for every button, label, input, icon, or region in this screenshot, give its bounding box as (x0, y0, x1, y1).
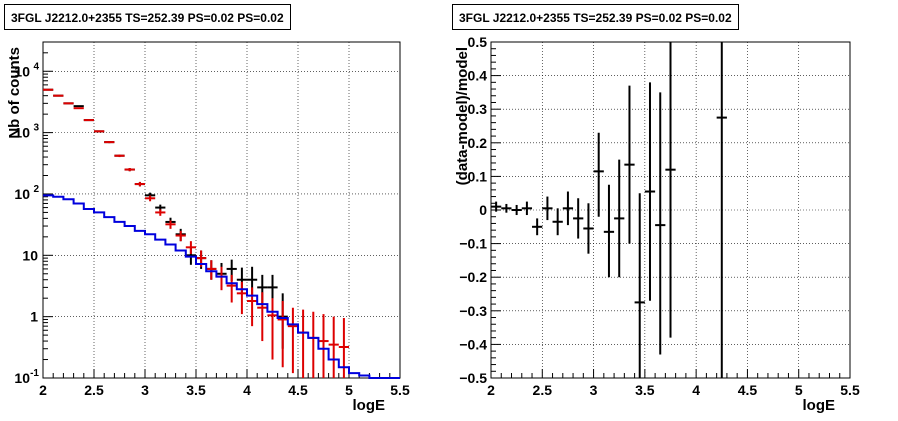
y-tick-label: 10 (14, 125, 30, 141)
y-tick-label: 10 (22, 247, 38, 263)
x-tick-label: 5 (795, 382, 803, 398)
y-tick-label: 10 (14, 186, 30, 202)
x-tick-label: 5 (345, 382, 353, 398)
y-tick-exponent: 4 (33, 61, 39, 72)
y-tick-label: −0.2 (459, 269, 487, 285)
x-tick-label: 5.5 (840, 382, 860, 398)
x-tick-label: 2 (487, 382, 495, 398)
series-2 (43, 194, 400, 379)
x-tick-label: 3.5 (186, 382, 206, 398)
y-tick-label: 0.2 (468, 135, 488, 151)
y-tick-label: −0.3 (459, 303, 487, 319)
y-tick-label: 1 (30, 309, 38, 325)
y-tick-label: −0.4 (459, 336, 487, 352)
x-axis-label: logE (803, 397, 836, 414)
panel-1: 2 2.5 3 3.5 4 4.5 5 5.5 −0.5 −0.4 −0.3 −0.2 −0.1 0 0.1… (454, 34, 860, 414)
x-tick-label: 4.5 (288, 382, 308, 398)
x-tick-label: 4 (243, 382, 251, 398)
y-axis-label: Nb of counts (6, 47, 23, 139)
series-1 (43, 88, 349, 378)
x-tick-label: 5.5 (390, 382, 410, 398)
model-step-line (43, 194, 400, 379)
x-axis-label: logE (353, 397, 386, 414)
y-tick-label: 10 (14, 63, 30, 79)
left-panel-title: 3FGL J2212.0+2355 TS=252.39 PS=0.02 PS=0… (4, 4, 291, 30)
x-tick-label: 2.5 (533, 382, 553, 398)
x-tick-label: 3 (141, 382, 149, 398)
y-tick-label: 0.4 (468, 68, 488, 84)
series-0 (491, 42, 727, 378)
y-tick-label: −0.5 (459, 370, 487, 386)
x-tick-label: 4 (692, 382, 700, 398)
x-tick-label: 3 (590, 382, 598, 398)
y-tick-exponent: -1 (30, 368, 39, 379)
y-axis-label: (data-model)/model (454, 47, 471, 185)
y-tick-label: 0 (479, 202, 487, 218)
x-tick-label: 3.5 (635, 382, 655, 398)
y-tick-exponent: 3 (33, 123, 39, 134)
x-tick-label: 2.5 (84, 382, 104, 398)
y-tick-label: 10 (14, 370, 30, 386)
series-0 (43, 88, 288, 349)
x-tick-label: 4.5 (738, 382, 758, 398)
y-tick-label: 0.1 (468, 168, 488, 184)
y-tick-label: 0.5 (468, 34, 488, 50)
y-tick-label: 0.3 (468, 101, 488, 117)
y-tick-exponent: 2 (33, 184, 39, 195)
plot-frame (42, 41, 401, 379)
x-tick-label: 2 (39, 382, 47, 398)
right-panel-title: 3FGL J2212.0+2355 TS=252.39 PS=0.02 PS=0… (452, 4, 739, 30)
y-tick-label: −0.1 (459, 236, 487, 252)
